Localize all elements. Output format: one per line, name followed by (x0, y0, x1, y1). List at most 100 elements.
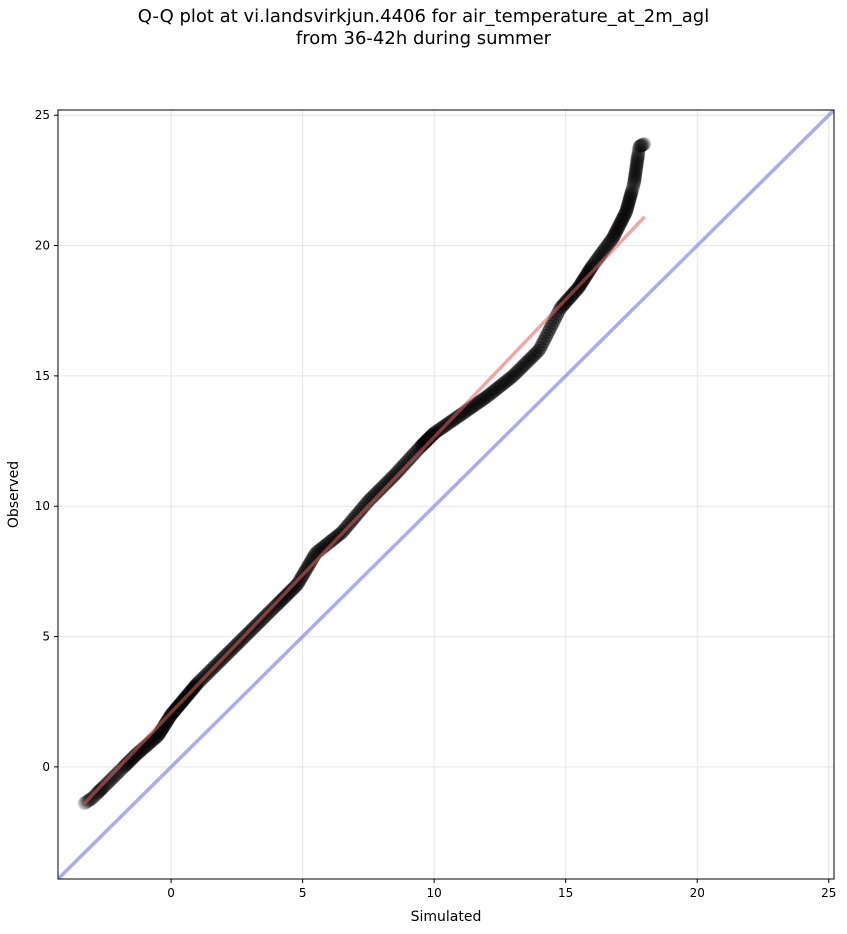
y-tick-label: 25 (35, 108, 50, 122)
plot-frame (57, 109, 835, 880)
data-point (527, 347, 542, 362)
data-point (620, 198, 635, 213)
data-point (628, 164, 643, 179)
data-point (92, 783, 107, 798)
data-point (86, 790, 101, 805)
data-point (348, 509, 363, 524)
data-point (600, 237, 615, 252)
y-tick-label: 20 (35, 239, 50, 253)
data-point (446, 413, 461, 428)
data-point (467, 398, 482, 413)
data-point (627, 175, 642, 190)
data-point (508, 366, 523, 381)
data-point (617, 208, 632, 223)
data-point (619, 202, 634, 217)
data-point (630, 154, 645, 169)
data-point (163, 709, 178, 724)
data-point (350, 507, 365, 522)
fit-line (83, 215, 646, 805)
data-point (396, 457, 411, 472)
data-point (326, 531, 341, 546)
data-point (538, 331, 553, 346)
data-point (614, 214, 629, 229)
data-point (536, 334, 551, 349)
data-point (266, 601, 281, 616)
data-point (554, 299, 569, 314)
data-point (479, 390, 494, 405)
data-point (631, 142, 646, 157)
data-point (603, 233, 618, 248)
chart-title-line1: Q-Q plot at vi.landsvirkjun.4406 for air… (137, 6, 710, 27)
data-point (631, 145, 646, 160)
data-point (510, 364, 525, 379)
data-point (89, 786, 104, 801)
data-point (394, 460, 409, 475)
data-point (635, 137, 650, 152)
data-point (93, 783, 108, 798)
data-point (471, 395, 486, 410)
data-point (428, 425, 443, 440)
x-tick-label: 10 (427, 886, 442, 900)
x-tick-label: 25 (821, 886, 836, 900)
data-point (274, 593, 289, 608)
data-point (286, 580, 301, 595)
data-point (269, 597, 284, 612)
data-point (280, 586, 295, 601)
data-point (612, 218, 627, 233)
data-point (613, 216, 628, 231)
data-point (632, 139, 647, 154)
data-point (430, 423, 445, 438)
data-point (488, 382, 503, 397)
data-point (602, 235, 617, 250)
data-point (627, 171, 642, 186)
data-point (161, 712, 176, 727)
data-point (553, 300, 568, 315)
data-point (619, 204, 634, 219)
data-point (514, 360, 529, 375)
ticks: 0 5 10 15 20 25 0 5 10 15 20 25 (35, 108, 837, 900)
data-point (518, 357, 533, 372)
data-point (302, 557, 317, 572)
x-tick-label: 0 (167, 886, 175, 900)
data-point (622, 191, 637, 206)
data-point (599, 240, 614, 255)
data-point (628, 168, 643, 183)
data-point (354, 502, 369, 517)
data-point (504, 370, 519, 385)
data-point (481, 388, 496, 403)
data-point (633, 138, 648, 153)
data-point (629, 157, 644, 172)
data-point (533, 340, 548, 355)
data-point (631, 148, 646, 163)
quantile-points (77, 136, 652, 811)
data-point (632, 139, 647, 154)
data-point (291, 575, 306, 590)
data-point (520, 355, 535, 370)
data-point (610, 221, 625, 236)
data-point (634, 138, 649, 153)
data-point (502, 371, 517, 386)
data-point (623, 189, 638, 204)
data-point (99, 777, 114, 792)
data-point (283, 583, 298, 598)
data-point (630, 150, 645, 165)
data-point (282, 585, 297, 600)
y-tick-label: 10 (35, 499, 50, 513)
data-point (542, 322, 557, 337)
data-point (101, 775, 116, 790)
data-point (631, 144, 646, 159)
y-axis-label: Observed (6, 461, 22, 528)
chart-title-line2: from 36-42h during summer (295, 28, 552, 49)
plot-area (58, 110, 834, 879)
data-point (268, 599, 283, 614)
data-point (279, 588, 294, 603)
data-point (632, 141, 647, 156)
data-point (539, 328, 554, 343)
data-point (100, 776, 115, 791)
data-point (95, 780, 110, 795)
x-tick-label: 15 (558, 886, 573, 900)
data-point (621, 196, 636, 211)
x-tick-label: 20 (690, 886, 705, 900)
identity-line (58, 110, 834, 879)
